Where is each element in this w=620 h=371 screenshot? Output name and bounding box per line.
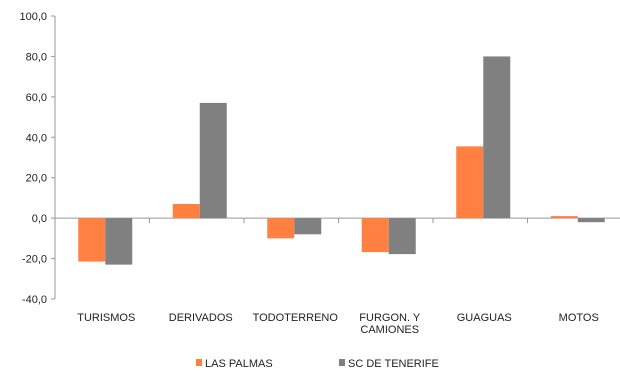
bars: [78, 56, 605, 265]
y-tick-label: -20,0: [22, 254, 47, 266]
category-label: TODOTERRENO: [253, 312, 339, 324]
y-tick-label: -40,0: [22, 294, 47, 306]
y-tick-label: 0,0: [32, 213, 47, 225]
category-label: CAMIONES: [360, 324, 419, 336]
category-label: FURGON. Y: [359, 312, 421, 324]
bar-sc-de-tenerife: [388, 218, 416, 255]
legend: LAS PALMAS SC DE TENERIFE: [196, 358, 439, 370]
bar-sc-de-tenerife: [577, 218, 605, 223]
bar-las-palmas: [361, 218, 389, 253]
bar-sc-de-tenerife: [483, 56, 511, 219]
bar-las-palmas: [267, 218, 295, 239]
category-label: TURISMOS: [77, 312, 135, 324]
bar-sc-de-tenerife: [199, 102, 227, 219]
legend-swatch: [339, 359, 345, 366]
bar-las-palmas: [550, 216, 578, 219]
y-tick-label: 100,0: [19, 11, 47, 23]
category-label: DERIVADOS: [169, 312, 233, 324]
y-axis: 100,0 80,0 60,0 40,0 20,0 0,0 -20,0 -40,0: [19, 11, 56, 306]
legend-label: LAS PALMAS: [205, 358, 273, 370]
bar-las-palmas: [456, 146, 484, 219]
legend-label: SC DE TENERIFE: [348, 358, 439, 370]
y-tick-label: 40,0: [26, 132, 47, 144]
category-labels: TURISMOS DERIVADOS TODOTERRENO FURGON. YCAM…: [77, 312, 599, 336]
y-tick-label: 80,0: [26, 51, 47, 63]
bar-las-palmas: [172, 203, 200, 219]
x-axis: [55, 217, 620, 224]
category-label: MOTOS: [559, 312, 599, 324]
y-tick-label: 60,0: [26, 92, 47, 104]
y-tick-label: 20,0: [26, 173, 47, 185]
category-label: GUAGUAS: [457, 312, 512, 324]
bar-sc-de-tenerife: [105, 218, 133, 265]
bar-sc-de-tenerife: [294, 218, 322, 235]
legend-swatch: [196, 359, 202, 366]
bar-las-palmas: [78, 218, 106, 262]
